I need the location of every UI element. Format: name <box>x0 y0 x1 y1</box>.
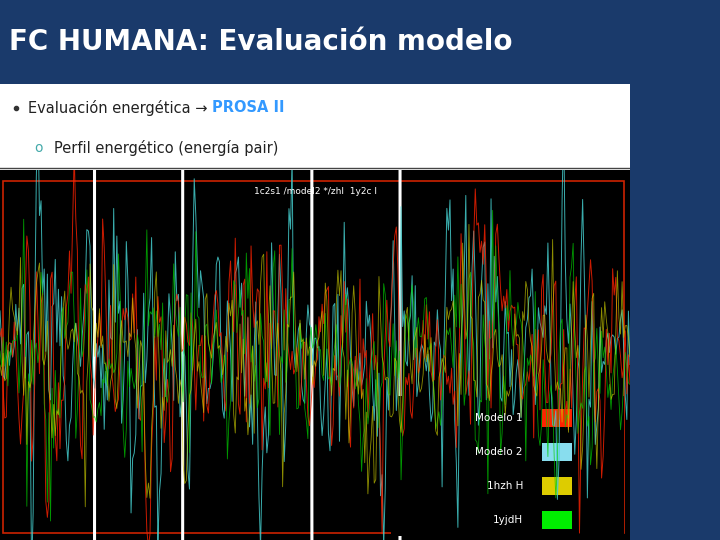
FancyBboxPatch shape <box>541 443 572 461</box>
FancyBboxPatch shape <box>541 477 572 495</box>
Text: 1hzh H: 1hzh H <box>487 481 523 491</box>
Text: Modelo 2: Modelo 2 <box>475 447 523 457</box>
FancyBboxPatch shape <box>541 409 572 427</box>
Text: 1c2s1 /model2 */zhI  1y2c I: 1c2s1 /model2 */zhI 1y2c I <box>253 187 377 195</box>
Text: 1yjdH: 1yjdH <box>492 515 523 525</box>
Text: Evaluación energética → PROSA II: Evaluación energética → PROSA II <box>28 100 276 116</box>
Text: FC HUMANA: Evaluación modelo: FC HUMANA: Evaluación modelo <box>9 28 513 56</box>
Bar <box>391 396 624 536</box>
Text: o: o <box>35 141 43 156</box>
Text: Modelo 1: Modelo 1 <box>475 413 523 423</box>
Text: PROSA II: PROSA II <box>212 100 285 116</box>
FancyBboxPatch shape <box>541 511 572 529</box>
Text: Evaluación energética →: Evaluación energética → <box>28 100 212 116</box>
Text: Perfil energético (energía pair): Perfil energético (energía pair) <box>53 140 278 157</box>
